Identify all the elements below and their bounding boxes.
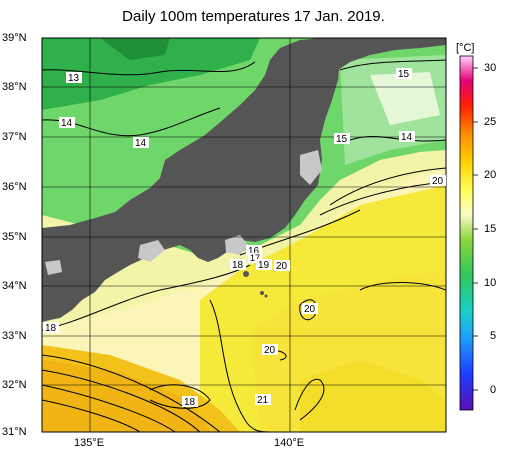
contour-label: 14 [401, 132, 413, 143]
contour-label: 14 [135, 138, 147, 149]
contour-label: 20 [276, 261, 288, 272]
colorbar-ticks [473, 67, 478, 391]
contour-label: 21 [257, 395, 269, 406]
colorbar-tick-label: 20 [484, 169, 497, 181]
lon-label: 135°E [74, 437, 105, 449]
colorbar-tick-label: 15 [484, 223, 497, 235]
contour-label: 18 [45, 323, 57, 334]
colorbar-tick-label: 25 [484, 116, 497, 128]
contour-label: 15 [398, 69, 410, 80]
contour-label: 13 [68, 73, 80, 84]
colorbar-tick-label: 5 [490, 330, 497, 342]
contour-label: 16 [248, 246, 260, 257]
lat-label: 31°N [2, 426, 27, 438]
lat-label: 33°N [2, 330, 27, 342]
contour-label: 20 [432, 176, 444, 187]
contour-label: 20 [264, 345, 276, 356]
colorbar [459, 55, 474, 411]
isotherm-contours [42, 59, 446, 432]
colorbar-tick-label: 0 [490, 384, 497, 396]
graticule [42, 38, 446, 432]
contour-label: 14 [61, 118, 73, 129]
contour-label: 17 [250, 253, 260, 263]
lat-label: 36°N [2, 181, 27, 193]
lat-label: 38°N [2, 81, 27, 93]
map-title: Daily 100m temperatures 17 Jan. 2019. [122, 8, 385, 25]
ocean-field [42, 38, 446, 432]
contour-label-group: 13 14 14 15 15 14 20 16 17 18 19 20 18 2… [43, 68, 446, 408]
contour-label: 18 [232, 260, 244, 271]
colorbar-tick-label: 10 [484, 277, 497, 289]
colorbar-tick-label: 30 [484, 62, 497, 74]
contour-label: 15 [336, 134, 348, 145]
lat-label: 37°N [2, 131, 27, 143]
lat-label: 34°N [2, 280, 27, 292]
contour-label: 18 [184, 397, 196, 408]
lat-label: 32°N [2, 379, 27, 391]
contour-label: 20 [304, 304, 316, 315]
lat-label: 39°N [2, 32, 27, 44]
lon-label: 140°E [274, 437, 305, 449]
map-border [41, 37, 447, 433]
contour-label: 19 [258, 260, 270, 271]
colorbar-unit: [°C] [456, 42, 475, 54]
lat-label: 35°N [2, 231, 27, 243]
